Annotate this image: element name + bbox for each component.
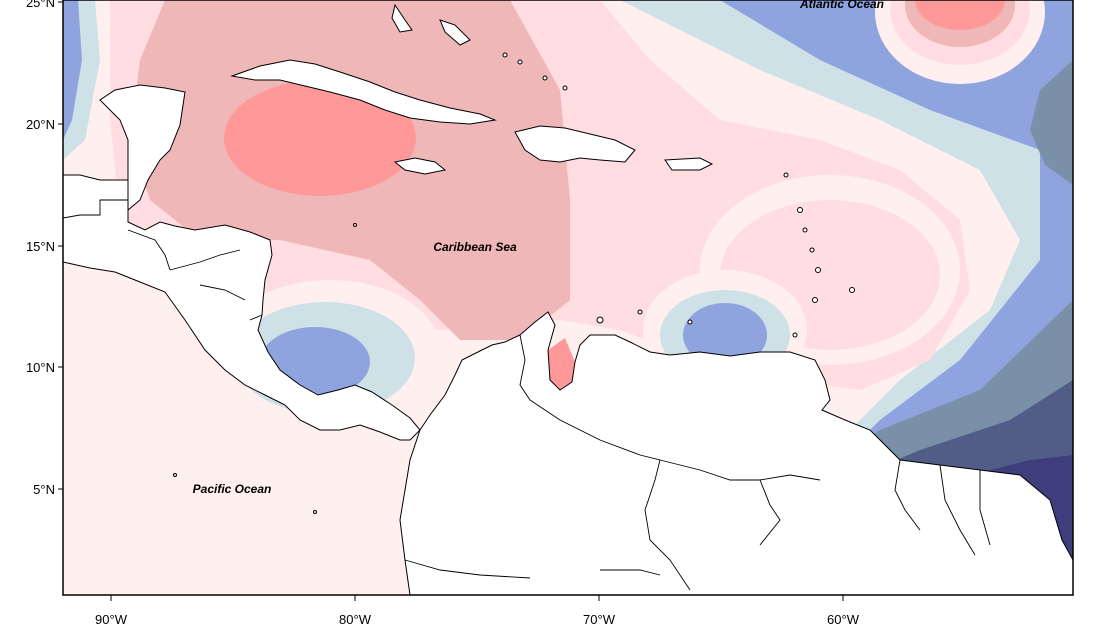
anomaly-field bbox=[63, 0, 1073, 595]
lon-tick-label: 90°W bbox=[95, 612, 128, 627]
latitude-axis: 25°N 20°N 15°N 10°N 5°N bbox=[26, 0, 63, 497]
label-atlantic-ocean: Atlantic Ocean bbox=[799, 0, 884, 11]
lat-tick-label: 15°N bbox=[26, 239, 55, 254]
label-pacific-ocean: Pacific Ocean bbox=[193, 482, 272, 496]
field-pos-atlantic-strong bbox=[915, 0, 1005, 30]
lat-tick-label: 10°N bbox=[26, 360, 55, 375]
land-yucatan bbox=[99, 84, 186, 212]
field-neg-mid-east-patch bbox=[1030, 60, 1073, 185]
lat-tick-label: 20°N bbox=[26, 117, 55, 132]
label-caribbean-sea: Caribbean Sea bbox=[433, 240, 517, 254]
lat-tick-label: 25°N bbox=[26, 0, 55, 10]
lat-tick-label: 5°N bbox=[33, 482, 55, 497]
land-central-america bbox=[63, 174, 421, 441]
lon-tick-label: 70°W bbox=[583, 612, 616, 627]
land-bahamas-island bbox=[439, 19, 471, 46]
field-neg-offshore-core bbox=[683, 303, 767, 367]
field-pos-maracaibo bbox=[548, 338, 575, 390]
longitude-axis: 90°W 80°W 70°W 60°W bbox=[95, 595, 860, 627]
land-cuba bbox=[230, 59, 497, 125]
land-jamaica bbox=[393, 157, 447, 175]
land-small-islands bbox=[173, 52, 855, 514]
lon-tick-label: 60°W bbox=[827, 612, 860, 627]
map-frame bbox=[62, 0, 1074, 596]
field-neg-northwest-core bbox=[63, 0, 82, 140]
land-south-america bbox=[399, 311, 1073, 595]
lon-tick-label: 80°W bbox=[339, 612, 372, 627]
land-puerto-rico bbox=[664, 157, 714, 171]
field-pos-strong-cuba bbox=[224, 80, 416, 196]
country-borders bbox=[63, 199, 991, 591]
land-hispaniola bbox=[514, 125, 636, 163]
land-bahamas bbox=[391, 3, 413, 33]
